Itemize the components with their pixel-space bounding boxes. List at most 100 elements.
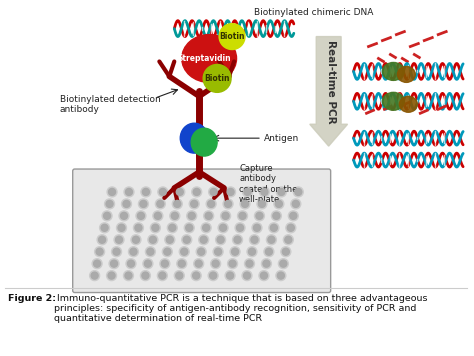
Circle shape	[92, 259, 102, 269]
Circle shape	[186, 224, 193, 231]
Circle shape	[158, 187, 168, 197]
Circle shape	[181, 248, 188, 255]
Text: Biotinylated detection
antibody: Biotinylated detection antibody	[60, 95, 161, 114]
Circle shape	[105, 199, 115, 209]
Circle shape	[240, 199, 250, 209]
Circle shape	[94, 260, 100, 267]
Circle shape	[109, 259, 119, 269]
Ellipse shape	[400, 96, 417, 112]
Circle shape	[220, 211, 230, 221]
Circle shape	[159, 272, 166, 279]
Circle shape	[121, 199, 131, 209]
Circle shape	[169, 224, 176, 231]
Circle shape	[239, 213, 246, 219]
Circle shape	[222, 213, 229, 219]
Circle shape	[146, 247, 155, 257]
Circle shape	[176, 272, 183, 279]
Circle shape	[97, 235, 107, 245]
Circle shape	[292, 200, 299, 208]
Circle shape	[233, 235, 243, 245]
Circle shape	[114, 235, 124, 245]
Circle shape	[283, 235, 293, 245]
Circle shape	[107, 187, 117, 197]
Circle shape	[142, 188, 149, 195]
Circle shape	[177, 259, 187, 269]
Ellipse shape	[182, 35, 237, 82]
Circle shape	[100, 223, 109, 233]
Circle shape	[138, 199, 148, 209]
Circle shape	[262, 259, 272, 269]
Circle shape	[126, 188, 132, 195]
Circle shape	[174, 200, 181, 208]
Circle shape	[162, 247, 173, 257]
Circle shape	[193, 272, 200, 279]
Circle shape	[276, 187, 286, 197]
Circle shape	[165, 235, 175, 245]
Circle shape	[128, 260, 135, 267]
Circle shape	[293, 187, 303, 197]
Circle shape	[270, 224, 277, 231]
Circle shape	[155, 213, 161, 219]
Circle shape	[187, 211, 197, 221]
Circle shape	[223, 199, 233, 209]
Circle shape	[203, 224, 210, 231]
Circle shape	[140, 200, 147, 208]
Circle shape	[256, 213, 263, 219]
Circle shape	[276, 271, 286, 281]
Circle shape	[210, 272, 217, 279]
Circle shape	[108, 272, 115, 279]
Circle shape	[123, 200, 130, 208]
Circle shape	[110, 260, 118, 267]
Circle shape	[164, 248, 171, 255]
Circle shape	[95, 247, 105, 257]
Circle shape	[167, 223, 177, 233]
Circle shape	[184, 223, 194, 233]
Circle shape	[219, 23, 245, 49]
Circle shape	[200, 236, 207, 243]
Circle shape	[96, 248, 103, 255]
Circle shape	[188, 213, 195, 219]
Circle shape	[249, 235, 259, 245]
Circle shape	[171, 213, 178, 219]
Circle shape	[125, 272, 132, 279]
Circle shape	[254, 224, 260, 231]
Circle shape	[136, 211, 146, 221]
Circle shape	[204, 211, 214, 221]
Circle shape	[160, 259, 170, 269]
Circle shape	[191, 200, 198, 208]
Circle shape	[175, 187, 185, 197]
FancyBboxPatch shape	[73, 169, 331, 293]
Circle shape	[235, 223, 245, 233]
Text: Biotinylated chimeric DNA: Biotinylated chimeric DNA	[254, 8, 374, 17]
Circle shape	[278, 259, 288, 269]
Circle shape	[216, 235, 226, 245]
Circle shape	[268, 236, 275, 243]
Circle shape	[191, 271, 201, 281]
Circle shape	[244, 272, 250, 279]
Circle shape	[153, 211, 163, 221]
Circle shape	[198, 248, 205, 255]
Circle shape	[269, 223, 279, 233]
Circle shape	[193, 188, 200, 195]
Circle shape	[90, 271, 100, 281]
Circle shape	[166, 236, 173, 243]
Circle shape	[225, 271, 235, 281]
Circle shape	[191, 187, 201, 197]
Circle shape	[288, 211, 298, 221]
Circle shape	[234, 236, 241, 243]
Circle shape	[226, 187, 236, 197]
Text: Capture
antibody
coated on the
well-plate: Capture antibody coated on the well-plat…	[239, 164, 297, 204]
Circle shape	[182, 235, 191, 245]
Ellipse shape	[383, 62, 404, 80]
Circle shape	[258, 200, 265, 208]
Circle shape	[295, 188, 302, 195]
Circle shape	[109, 188, 116, 195]
Text: Antigen: Antigen	[264, 134, 299, 143]
Circle shape	[208, 200, 215, 208]
Circle shape	[212, 260, 219, 267]
Circle shape	[264, 247, 274, 257]
Circle shape	[275, 200, 283, 208]
Circle shape	[261, 188, 268, 195]
Circle shape	[101, 224, 108, 231]
Ellipse shape	[191, 128, 217, 156]
